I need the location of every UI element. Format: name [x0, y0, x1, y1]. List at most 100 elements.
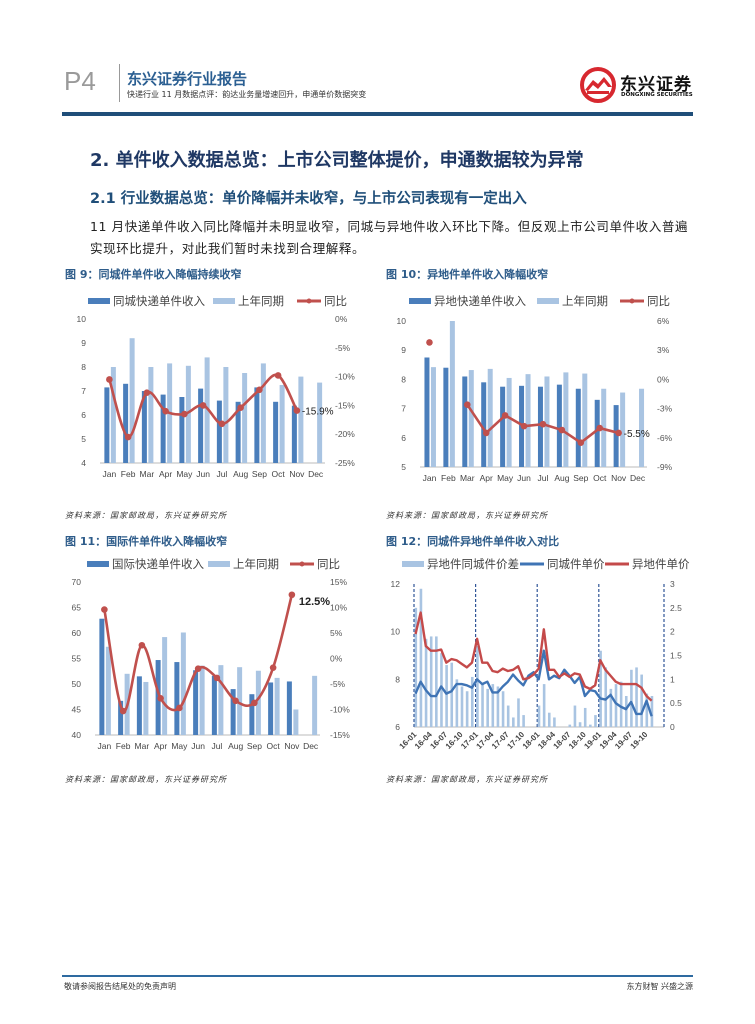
y2-axis-tick-label: -15%: [335, 400, 355, 410]
x-axis-tick-label: Jul: [538, 473, 549, 483]
yoy-point: [199, 402, 207, 409]
yoy-point: [482, 429, 490, 437]
bar: [575, 388, 581, 467]
price-gap-bar: [624, 696, 628, 727]
price-gap-bar: [455, 679, 459, 727]
bar: [312, 675, 318, 735]
bar: [430, 367, 436, 467]
x-axis-tick-label: Jan: [103, 469, 117, 479]
figure-9-chart: 同城快递单件收入 上年同期 同比 4 5 6 7 8 9 10 -25% -20% -15% -10% -5…: [77, 294, 356, 479]
x-axis-tick-label: Sep: [252, 469, 267, 479]
x-axis-tick-label: Jan: [423, 473, 437, 483]
y2-axis-tick-label: 0%: [657, 374, 670, 384]
bar: [199, 665, 205, 735]
price-gap-bar: [506, 705, 510, 727]
legend-label: 同城快递单件收入: [113, 294, 205, 308]
legend-label: 同比: [647, 295, 670, 308]
figure-9-title: 图 9：同城件单件收入降幅持续收窄: [65, 268, 242, 281]
yoy-point: [101, 606, 108, 613]
y2-axis-tick-label: 2: [670, 627, 675, 637]
bar: [268, 682, 274, 735]
figure-12-chart: 异地件同城件价差 同城件单价 异地件单价68101200.511.522.5316-…: [391, 557, 690, 751]
bar: [468, 370, 474, 467]
figure-9-source: 资料来源：国家邮政局，东兴证券研究所: [65, 511, 227, 520]
yoy-point: [288, 591, 296, 599]
price-gap-bar: [537, 705, 541, 727]
legend-swatch-bar: [402, 561, 424, 567]
bar: [143, 681, 149, 735]
yoy-point: [232, 697, 239, 705]
bar: [286, 681, 292, 735]
data-label: 12.5%: [299, 596, 330, 608]
x-axis-tick-label: Feb: [121, 469, 136, 479]
y2-axis-tick-label: -10%: [330, 705, 350, 715]
footer-disclaimer: 敬请参阅报告结尾处的免责声明: [64, 982, 176, 991]
y-axis-tick-label: 8: [395, 674, 400, 684]
bar: [118, 700, 124, 735]
y2-axis-tick-label: -5%: [335, 343, 351, 353]
x-axis-tick-label: Jan: [98, 741, 112, 751]
y2-axis-tick-label: 1.5: [670, 651, 682, 661]
yoy-point: [138, 641, 146, 649]
x-axis-tick-label: Nov: [289, 469, 305, 479]
unit-price-line: [414, 611, 653, 702]
bar: [235, 401, 241, 463]
figure-11-source: 资料来源：国家邮政局，东兴证券研究所: [65, 775, 227, 784]
y2-axis-tick-label: -5%: [330, 679, 346, 689]
bar: [424, 357, 430, 467]
price-gap-bar: [414, 607, 418, 727]
yoy-point: [539, 420, 547, 428]
legend-swatch-bar: [213, 298, 235, 304]
yoy-point: [293, 407, 301, 414]
y2-axis-tick-label: 0%: [335, 314, 348, 324]
bar: [136, 676, 142, 735]
bar: [185, 365, 191, 463]
yoy-point: [615, 429, 622, 437]
bar: [500, 386, 506, 467]
bar: [291, 405, 297, 463]
y2-axis-tick-label: 2.5: [670, 603, 682, 613]
x-axis-tick-label: Mar: [460, 473, 475, 483]
bar: [279, 385, 285, 463]
y2-axis-tick-label: 10%: [330, 603, 347, 613]
data-label: -5.5%: [624, 429, 650, 440]
price-gap-bar: [517, 698, 520, 727]
bar: [141, 391, 147, 463]
legend-swatch-marker: [629, 298, 635, 304]
x-axis-tick-label: Feb: [116, 741, 131, 751]
x-axis-tick-label: Jun: [191, 741, 205, 751]
yoy-point: [181, 410, 188, 418]
y2-axis-tick-label: 15%: [330, 577, 347, 587]
x-axis-tick-label: Oct: [272, 469, 286, 479]
bar: [254, 387, 260, 463]
x-axis-tick-label: Apr: [159, 469, 172, 479]
y-axis-tick-label: 5: [81, 434, 86, 444]
x-axis-tick-label: Apr: [480, 473, 493, 483]
price-gap-bar: [614, 684, 618, 727]
price-gap-bar: [522, 715, 525, 727]
price-gap-bar: [435, 636, 438, 727]
yoy-point: [558, 426, 566, 434]
yoy-point: [463, 401, 471, 409]
price-gap-bar: [496, 686, 500, 727]
y2-axis-tick-label: -15%: [330, 730, 350, 740]
bar: [525, 374, 531, 467]
yoy-point: [213, 674, 221, 682]
x-axis-tick-label: Jul: [216, 469, 227, 479]
y-axis-tick-label: 8: [401, 374, 406, 384]
price-gap-bar: [645, 693, 649, 727]
y-axis-tick-label: 12: [391, 579, 401, 589]
figure-10-title: 图 10：异地件单件收入降幅收窄: [386, 268, 549, 281]
price-gap-bar: [589, 724, 592, 727]
yoy-point: [426, 339, 433, 346]
legend-swatch-bar: [409, 298, 431, 304]
figure-11-title: 图 11：国际件单件收入降幅收窄: [65, 535, 228, 548]
bar: [273, 401, 279, 463]
y2-axis-tick-label: -20%: [335, 429, 355, 439]
bar: [462, 376, 468, 467]
x-axis-tick-label: Jun: [196, 469, 210, 479]
legend-label: 同比: [324, 295, 347, 308]
bar: [123, 383, 129, 463]
y-axis-tick-label: 45: [72, 705, 82, 715]
yoy-point: [124, 433, 132, 441]
